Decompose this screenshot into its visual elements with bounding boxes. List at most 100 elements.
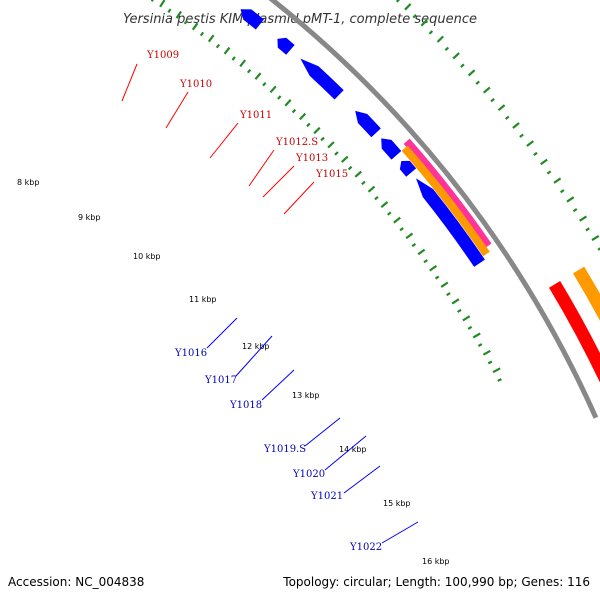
- inner-tick: [457, 308, 462, 313]
- kbp-label: 13 kbp: [292, 391, 320, 400]
- inner-tick: [262, 81, 267, 87]
- inner-tick: [313, 126, 321, 135]
- inner-tick: [347, 165, 353, 171]
- inner-tick: [191, 22, 199, 31]
- outer-tick: [452, 52, 460, 60]
- inner-tick: [482, 349, 491, 356]
- outer-tick: [591, 234, 600, 242]
- outer-tick: [579, 215, 588, 222]
- inner-tick: [393, 216, 401, 224]
- kbp-label: 16 kbp: [422, 557, 450, 566]
- orange-feature-band: [401, 145, 490, 257]
- reverse-gene-label: Y1019.S: [263, 444, 306, 455]
- outer-tick: [505, 115, 510, 120]
- outer-tick: [490, 97, 495, 103]
- inner-tick: [254, 72, 262, 80]
- leader-line: [121, 63, 138, 102]
- inner-tick: [327, 141, 335, 149]
- inner-tick: [246, 68, 252, 74]
- outer-tick: [546, 170, 552, 175]
- reverse-gene-label: Y1018: [229, 400, 262, 411]
- inner-tick: [405, 232, 414, 240]
- inner-tick: [411, 243, 417, 248]
- reverse-cds-arrow: [416, 178, 485, 267]
- inner-tick: [361, 180, 366, 186]
- inner-tick: [199, 31, 205, 37]
- leader-line: [165, 91, 189, 129]
- leader-line: [261, 369, 295, 401]
- forward-gene-label: Y1013: [295, 153, 328, 164]
- outer-tick: [585, 227, 590, 232]
- kbp-label: 15 kbp: [383, 499, 411, 508]
- summary-text: Topology: circular; Length: 100,990 bp; …: [282, 575, 590, 589]
- inner-tick: [223, 46, 231, 55]
- inner-tick: [446, 292, 451, 297]
- leader-line: [304, 417, 341, 447]
- outer-tick: [412, 14, 417, 19]
- inner-tick: [380, 201, 389, 208]
- inner-tick: [374, 195, 379, 201]
- outer-tick: [497, 104, 506, 112]
- inner-tick: [467, 325, 473, 330]
- reverse-cds-arrow: [240, 9, 264, 30]
- inner-tick: [284, 99, 292, 107]
- kbp-label: 9 kbp: [78, 213, 100, 222]
- reverse-cds-arrow: [399, 160, 417, 177]
- orange-feature-band: [573, 266, 600, 321]
- outer-tick: [404, 3, 412, 11]
- reverse-gene-label: Y1017: [204, 375, 237, 386]
- inner-tick: [477, 343, 483, 348]
- forward-cds-arrow: [549, 281, 600, 383]
- gene-labels: Y1009 Y1010 Y1011 Y1012.S Y1013 Y1015 Y1016 Y10…: [121, 50, 419, 553]
- inner-tick: [175, 10, 183, 19]
- inner-tick: [269, 85, 277, 94]
- leader-line: [209, 122, 239, 159]
- inner-tick: [299, 112, 307, 121]
- reverse-gene-label: Y1022: [349, 542, 382, 553]
- leader-line: [343, 465, 381, 494]
- outer-tick: [475, 80, 480, 85]
- leader-line: [283, 181, 315, 215]
- inner-tick: [399, 227, 404, 232]
- leader-line: [206, 317, 238, 349]
- reverse-gene-label: Y1016: [174, 348, 207, 359]
- reverse-gene-label: Y1020: [292, 469, 325, 480]
- inner-tick: [367, 185, 376, 193]
- inner-tick: [423, 259, 428, 264]
- kbp-labels: 8 kbp 9 kbp 10 kbp 11 kbp 12 kbp 13 kbp 14 kbp…: [17, 178, 450, 566]
- feature-tracks: [240, 9, 600, 383]
- outer-tick: [566, 196, 575, 203]
- reverse-cds-arrow: [381, 138, 402, 160]
- inner-tick: [354, 170, 363, 178]
- backbone-circle: [268, 0, 599, 419]
- outer-tick: [519, 133, 524, 138]
- outer-tick: [420, 19, 428, 27]
- inner-tick: [492, 367, 501, 374]
- kbp-label: 11 kbp: [189, 295, 217, 304]
- leader-line: [324, 435, 367, 471]
- outer-tick: [572, 208, 578, 213]
- forward-gene-label: Y1011: [239, 110, 272, 121]
- outer-tick: [444, 46, 450, 52]
- leader-line: [235, 335, 273, 377]
- outer-tick: [553, 177, 562, 184]
- inner-tick: [150, 0, 154, 2]
- forward-gene-label: Y1010: [179, 79, 212, 90]
- outer-tick: [533, 151, 538, 156]
- reverse-gene-label: Y1021: [310, 491, 343, 502]
- outer-tick: [436, 35, 444, 43]
- leader-line: [248, 149, 275, 187]
- inner-tick: [387, 211, 392, 216]
- inner-tick: [215, 43, 221, 49]
- inner-tick: [434, 275, 440, 280]
- forward-gene-label: Y1009: [146, 50, 179, 61]
- leader-line: [262, 165, 295, 198]
- inner-tick: [167, 8, 172, 14]
- inner-tick: [487, 360, 493, 365]
- outer-tick: [482, 86, 491, 94]
- inner-tick: [440, 281, 449, 288]
- inner-tick: [334, 151, 339, 156]
- inner-tick: [341, 155, 349, 163]
- inner-tick: [462, 315, 471, 322]
